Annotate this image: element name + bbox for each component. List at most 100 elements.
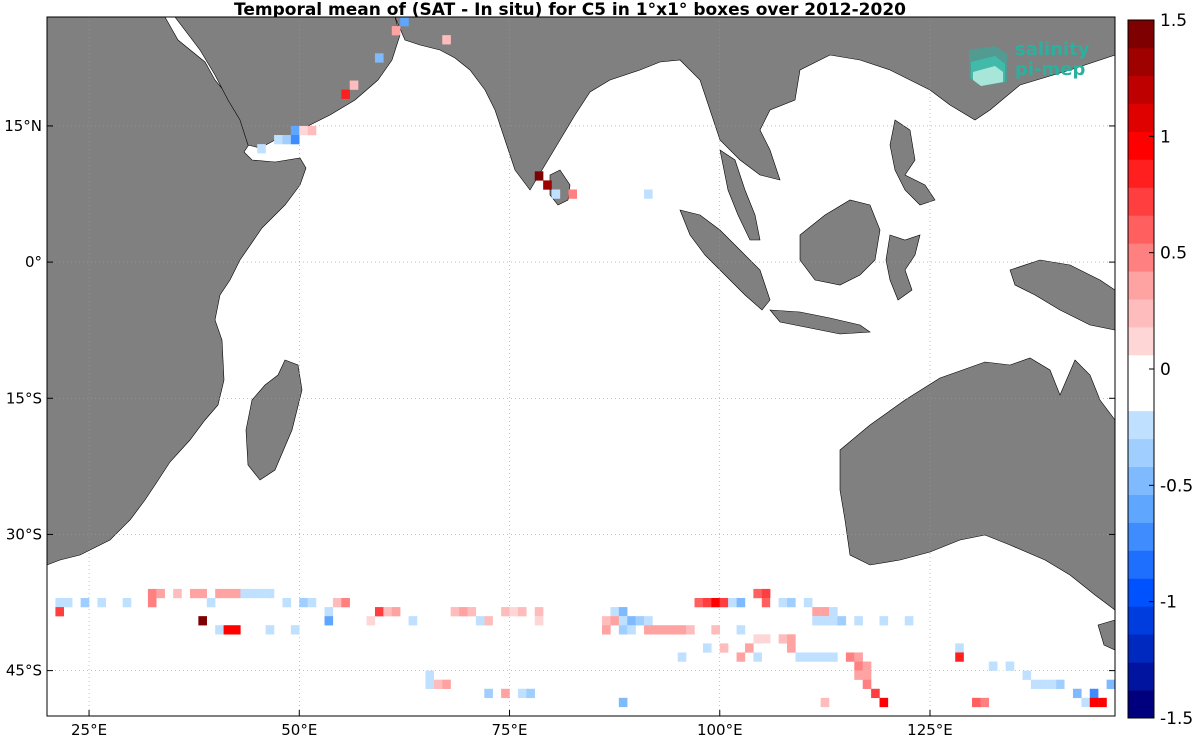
- anomaly-cell: [534, 616, 544, 626]
- colorbar-segment: [1128, 327, 1154, 356]
- anomaly-cell: [1081, 697, 1090, 708]
- anomaly-cell: [820, 607, 830, 617]
- longitude-ticks: 25°E 50°E 75°E 100°E 125°E: [71, 710, 953, 739]
- anomaly-cell: [290, 135, 300, 145]
- anomaly-cell: [257, 144, 266, 154]
- x-tick-label: 75°E: [491, 721, 527, 739]
- anomaly-cell: [568, 189, 577, 199]
- anomaly-cell: [778, 634, 788, 644]
- anomaly-cell: [475, 616, 485, 626]
- anomaly-cell: [602, 616, 611, 626]
- anomaly-cell: [618, 625, 628, 635]
- anomaly-cell: [240, 588, 250, 599]
- colorbar-segment: [1128, 75, 1154, 105]
- anomaly-cell: [736, 597, 746, 608]
- logo-line-1: salinity: [1015, 39, 1090, 60]
- colorbar-segment: [1128, 634, 1154, 663]
- anomaly-cell: [425, 670, 435, 680]
- y-tick-label: 45°S: [6, 662, 42, 680]
- anomaly-cell: [803, 652, 813, 662]
- anomaly-cell: [669, 625, 678, 635]
- y-tick-label: 15°S: [6, 389, 42, 407]
- anomaly-cell: [265, 625, 275, 635]
- colorbar-segment: [1128, 299, 1154, 328]
- land-malay-peninsula: [719, 149, 761, 241]
- anomaly-cell: [232, 625, 241, 635]
- anomaly-cell: [744, 643, 754, 653]
- anomaly-cell: [442, 35, 451, 45]
- colorbar-tick-label: -1: [1160, 593, 1177, 613]
- anomaly-cell: [1064, 679, 1074, 689]
- anomaly-cell: [618, 607, 628, 617]
- anomaly-cell: [55, 597, 65, 608]
- anomaly-cell: [332, 597, 342, 608]
- anomaly-cell: [232, 588, 241, 599]
- colorbar-segment: [1128, 159, 1154, 188]
- anomaly-cell: [795, 652, 805, 662]
- colorbar-segment: [1128, 578, 1154, 607]
- anomaly-cell: [1005, 661, 1015, 671]
- anomaly-cell: [534, 607, 544, 617]
- x-tick-label: 125°E: [907, 721, 953, 739]
- anomaly-cell: [467, 607, 477, 617]
- anomaly-cell: [324, 607, 334, 617]
- colorbar-segment: [1128, 466, 1154, 495]
- anomaly-cell: [307, 125, 317, 136]
- map-frame: [46, 16, 1116, 717]
- colorbar-tick-label: 0: [1160, 360, 1171, 380]
- colorbar-segment: [1128, 410, 1154, 440]
- anomaly-cell: [660, 652, 670, 662]
- anomaly-cell: [543, 180, 552, 190]
- colorbar-segment: [1128, 550, 1154, 579]
- anomaly-cell: [871, 688, 880, 699]
- anomaly-cell: [484, 616, 493, 626]
- anomaly-cell: [198, 616, 207, 626]
- colorbar-segment: [1128, 47, 1154, 77]
- anomaly-cell: [215, 588, 224, 599]
- anomaly-cell: [980, 652, 990, 662]
- anomaly-cell: [1039, 679, 1048, 689]
- anomaly-cell: [736, 652, 746, 662]
- anomaly-cell: [787, 634, 796, 644]
- anomaly-cell: [610, 616, 620, 626]
- anomaly-cell: [1056, 679, 1065, 689]
- land-sulawesi: [885, 234, 921, 301]
- logo-icon: [969, 46, 1007, 86]
- anomaly-cell: [829, 652, 838, 662]
- anomaly-cell: [383, 607, 392, 617]
- colorbar-segment: [1128, 606, 1154, 635]
- colorbar: 1.5 1 0.5 0 -0.5 -1 -1.5: [1127, 11, 1193, 729]
- anomaly-cell: [879, 697, 889, 708]
- colorbar-segment: [1128, 243, 1154, 272]
- anomaly-cell: [517, 607, 527, 617]
- colorbar-segment: [1128, 215, 1154, 244]
- colorbar-segment: [1128, 187, 1154, 216]
- anomaly-cell: [955, 643, 964, 653]
- anomaly-cell: [189, 588, 199, 599]
- land-borneo: [799, 199, 881, 286]
- anomaly-cell: [265, 588, 275, 599]
- anomaly-cell: [1089, 688, 1099, 699]
- anomaly-cell: [627, 625, 636, 635]
- anomaly-cell: [812, 616, 821, 626]
- anomaly-cell: [820, 652, 830, 662]
- colorbar-segment: [1128, 103, 1154, 132]
- anomaly-cell: [862, 670, 872, 680]
- anomaly-cell: [290, 125, 300, 136]
- land-madagascar: [245, 359, 303, 481]
- anomaly-cell: [761, 634, 771, 644]
- anomaly-cell: [55, 607, 65, 617]
- anomaly-cell: [845, 652, 855, 662]
- y-tick-label: 30°S: [6, 525, 42, 543]
- colorbar-segment: [1128, 522, 1154, 551]
- logo-line-2: pi-mep: [1015, 59, 1086, 80]
- anomaly-cell: [391, 26, 401, 36]
- anomaly-cell: [803, 597, 813, 608]
- colorbar-tick-label: 1: [1160, 127, 1171, 147]
- anomaly-cell: [644, 189, 653, 199]
- anomaly-cell: [618, 697, 628, 708]
- anomaly-cell: [324, 616, 334, 626]
- map-title: Temporal mean of (SAT - In situ) for C5 …: [234, 0, 906, 20]
- anomaly-cell: [223, 588, 233, 599]
